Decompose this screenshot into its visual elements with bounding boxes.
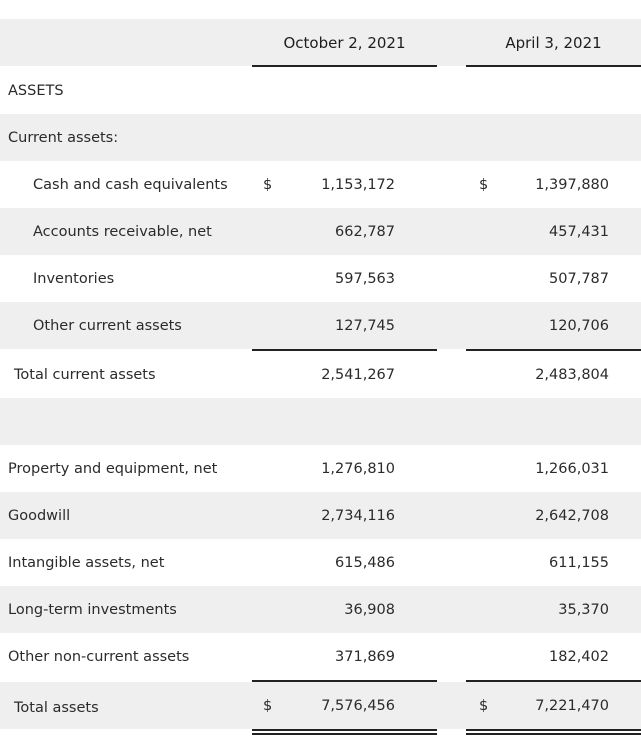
subtotal-rule xyxy=(466,349,641,351)
value-col2: 611,155 xyxy=(549,554,609,571)
currency-symbol: $ xyxy=(479,176,489,193)
value-col1: 1,153,172 xyxy=(321,176,395,193)
table-row: Other non-current assets 371,869 182,402 xyxy=(0,633,641,680)
subsection-heading-row: Current assets: xyxy=(0,114,641,161)
assets-heading: ASSETS xyxy=(8,82,64,99)
currency-symbol: $ xyxy=(479,697,489,714)
row-label: Accounts receivable, net xyxy=(33,223,212,240)
total-rule xyxy=(466,680,641,682)
table-row: Inventories 597,563 507,787 xyxy=(0,255,641,302)
row-label: Total current assets xyxy=(14,366,156,383)
total-row: Total assets $ 7,576,456 $ 7,221,470 xyxy=(0,682,641,729)
column-header: October 2, 2021 xyxy=(283,33,406,52)
row-label: Other non-current assets xyxy=(8,648,190,665)
value-col1: 2,541,267 xyxy=(321,366,395,383)
table-row: Accounts receivable, net 662,787 457,431 xyxy=(0,208,641,255)
double-underline xyxy=(466,729,641,731)
table-row: Intangible assets, net 615,486 611,155 xyxy=(0,539,641,586)
value-col1: 371,869 xyxy=(335,648,395,665)
row-label: Intangible assets, net xyxy=(8,554,165,571)
value-col1: 615,486 xyxy=(335,554,395,571)
value-col2: 2,483,804 xyxy=(535,366,609,383)
row-label: Cash and cash equivalents xyxy=(33,176,228,193)
value-col1: 7,576,456 xyxy=(321,697,395,714)
value-col2: 7,221,470 xyxy=(535,697,609,714)
header-row: October 2, 2021 April 3, 2021 xyxy=(0,19,641,66)
currency-symbol: $ xyxy=(263,176,273,193)
table-row: Long-term investments 36,908 35,370 xyxy=(0,586,641,633)
spacer-row xyxy=(0,398,641,445)
value-col1: 36,908 xyxy=(344,601,395,618)
total-rule xyxy=(252,680,437,682)
value-col1: 662,787 xyxy=(335,223,395,240)
currency-symbol: $ xyxy=(263,697,273,714)
row-label: Total assets xyxy=(14,699,99,716)
section-heading-row: ASSETS xyxy=(0,67,641,114)
double-underline xyxy=(466,733,641,735)
row-label: Inventories xyxy=(33,270,115,287)
current-assets-heading: Current assets: xyxy=(8,129,119,146)
row-label: Goodwill xyxy=(8,507,71,524)
row-label: Long-term investments xyxy=(8,601,177,618)
value-col2: 457,431 xyxy=(549,223,609,240)
table-row: Property and equipment, net 1,276,810 1,… xyxy=(0,445,641,492)
row-label: Other current assets xyxy=(33,317,182,334)
subtotal-rule xyxy=(252,349,437,351)
value-col1: 1,276,810 xyxy=(321,460,395,477)
column-header: April 3, 2021 xyxy=(505,33,602,52)
value-col2: 35,370 xyxy=(558,601,609,618)
value-col2: 1,397,880 xyxy=(535,176,609,193)
value-col2: 120,706 xyxy=(549,317,609,334)
table-row: Goodwill 2,734,116 2,642,708 xyxy=(0,492,641,539)
value-col1: 597,563 xyxy=(335,270,395,287)
table-row: Cash and cash equivalents $ 1,153,172 $ … xyxy=(0,161,641,208)
double-underline xyxy=(252,733,437,735)
value-col2: 2,642,708 xyxy=(535,507,609,524)
header-underline xyxy=(466,65,641,67)
value-col2: 507,787 xyxy=(549,270,609,287)
value-col1: 127,745 xyxy=(335,317,395,334)
value-col2: 1,266,031 xyxy=(535,460,609,477)
header-underline xyxy=(252,65,437,67)
table-row: Other current assets 127,745 120,706 xyxy=(0,302,641,349)
value-col1: 2,734,116 xyxy=(321,507,395,524)
double-underline xyxy=(252,729,437,731)
value-col2: 182,402 xyxy=(549,648,609,665)
subtotal-row: Total current assets 2,541,267 2,483,804 xyxy=(0,351,641,398)
row-label: Property and equipment, net xyxy=(8,460,218,477)
